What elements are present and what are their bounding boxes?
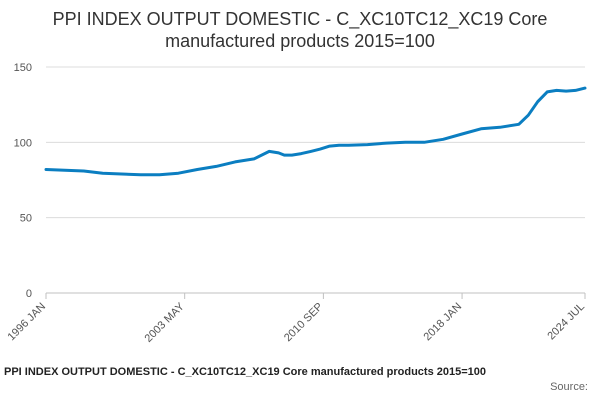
footer-title: PPI INDEX OUTPUT DOMESTIC - C_XC10TC12_X… — [4, 366, 487, 378]
x-tick-label: 1996 JAN — [5, 301, 48, 344]
y-tick-label: 100 — [14, 137, 32, 149]
series-line — [44, 86, 587, 177]
x-tick-label: 2018 JAN — [422, 301, 465, 344]
x-axis — [45, 293, 586, 299]
y-tick-label: 150 — [14, 62, 32, 74]
grid-lines — [46, 66, 585, 294]
y-tick-label: 0 — [26, 288, 32, 300]
series-layer — [44, 86, 587, 177]
x-tick-label: 2010 SEP — [282, 301, 326, 345]
chart-title: PPI INDEX OUTPUT DOMESTIC - C_XC10TC12_X… — [52, 9, 548, 51]
y-tick-label: 50 — [20, 213, 32, 225]
x-tick-labels: 1996 JAN 2003 MAY 2010 SEP 2018 JAN 2024 JUL — [5, 300, 587, 345]
y-axis: 0 50 100 150 — [14, 62, 32, 300]
footer-source: Source: — [550, 381, 588, 393]
x-tick-label: 2024 JUL — [545, 301, 587, 343]
x-tick-label: 2003 MAY — [143, 300, 188, 345]
